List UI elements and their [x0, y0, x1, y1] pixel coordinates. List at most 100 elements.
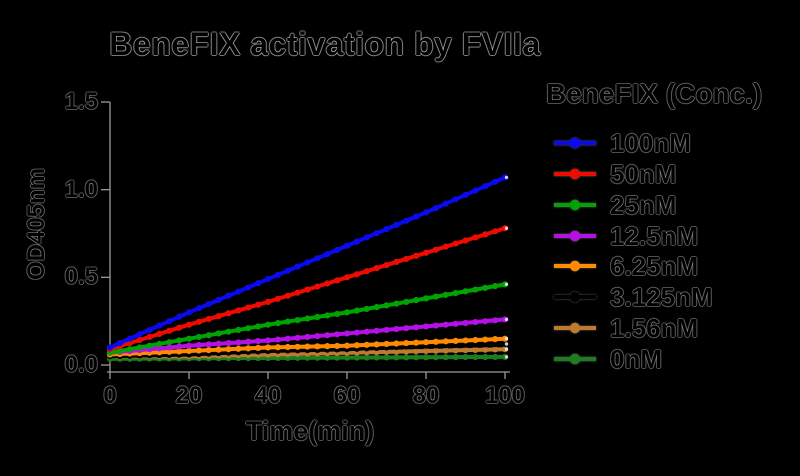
series-marker	[462, 191, 469, 199]
series-marker	[195, 333, 202, 341]
series-marker	[472, 318, 479, 326]
series-marker	[136, 336, 143, 344]
series-marker	[245, 338, 252, 345]
series-marker	[185, 321, 193, 328]
series-marker	[472, 336, 479, 344]
series-marker	[156, 322, 163, 329]
series-marker	[274, 271, 281, 279]
series-marker	[274, 344, 281, 351]
series-marker	[136, 344, 143, 351]
series-marker	[442, 354, 449, 361]
series-marker	[294, 343, 301, 350]
series-marker	[136, 331, 143, 338]
series-marker	[403, 339, 410, 347]
series-marker	[413, 297, 420, 304]
series-marker	[452, 196, 459, 203]
series-marker	[413, 252, 420, 259]
legend-title: BeneFIX (Conc.)	[546, 78, 763, 109]
series-marker	[363, 234, 370, 241]
series-marker	[403, 325, 410, 332]
series-end-highlight	[504, 226, 509, 230]
series-marker	[324, 312, 331, 319]
series-marker	[373, 304, 380, 311]
series-marker	[492, 283, 499, 290]
legend-swatch-icon	[552, 198, 598, 212]
series-marker	[264, 344, 272, 351]
series-marker	[422, 339, 430, 346]
series-marker	[383, 340, 390, 348]
series-marker	[452, 240, 459, 247]
series-marker	[334, 310, 341, 318]
series-marker	[245, 304, 252, 311]
legend-swatch-icon	[552, 259, 598, 273]
legend-label: 50nM	[610, 158, 677, 189]
series-end-highlight	[504, 282, 509, 287]
series-marker	[146, 342, 153, 349]
series-marker	[343, 330, 351, 337]
series-marker	[492, 178, 499, 185]
series-marker	[393, 300, 400, 307]
series-marker	[393, 340, 400, 347]
series-marker	[413, 339, 420, 346]
legend-item-12.5nM: 12.5nM	[552, 221, 698, 251]
series-marker	[284, 335, 291, 342]
series-marker	[334, 246, 341, 254]
series-marker	[215, 346, 222, 353]
series-marker	[185, 347, 193, 355]
series-marker	[373, 327, 380, 334]
series-marker	[215, 313, 222, 320]
series-marker	[205, 300, 212, 308]
series-marker	[185, 309, 193, 316]
series-marker	[195, 318, 202, 325]
series-marker	[492, 228, 499, 235]
series-marker	[166, 339, 173, 346]
series-marker	[482, 341, 489, 348]
series-marker	[422, 295, 430, 302]
x-tick-label: 100	[484, 382, 526, 409]
series-marker	[373, 265, 380, 272]
series-marker	[255, 344, 262, 352]
series-marker	[294, 289, 301, 296]
series-marker	[363, 354, 370, 361]
legend-item-6.25nM: 6.25nM	[552, 251, 698, 281]
x-tick-label: 80	[412, 382, 440, 409]
series-marker	[195, 347, 202, 354]
series-marker	[353, 354, 360, 361]
series-marker	[274, 320, 281, 327]
series-marker	[116, 339, 123, 347]
series-marker	[264, 337, 272, 344]
series-marker	[343, 274, 351, 281]
series-marker	[482, 231, 489, 238]
legend-swatch-icon	[552, 321, 598, 335]
series-marker	[432, 338, 439, 345]
series-marker	[403, 348, 410, 355]
series-marker	[304, 315, 311, 322]
series-end-highlight	[504, 317, 509, 322]
legend-item-1.56nM: 1.56nM	[552, 313, 698, 343]
series-marker	[324, 280, 331, 287]
series-marker	[472, 341, 479, 348]
series-marker	[472, 346, 479, 353]
series-marker	[363, 328, 370, 335]
series-marker	[264, 321, 272, 328]
series-marker	[383, 226, 390, 233]
series-marker	[304, 333, 311, 341]
series-marker	[245, 284, 252, 291]
series-marker	[422, 249, 430, 256]
series-marker	[482, 346, 489, 353]
legend-item-0nM: 0nM	[552, 344, 662, 374]
series-marker	[353, 271, 360, 278]
x-axis-label: Time(min)	[245, 416, 375, 446]
series-marker	[156, 340, 163, 348]
series-marker	[462, 288, 469, 295]
series-marker	[462, 337, 469, 344]
series-marker	[413, 354, 420, 361]
series-marker	[314, 283, 321, 290]
series-marker	[215, 330, 222, 337]
series-marker	[422, 323, 430, 330]
series-marker	[146, 326, 153, 334]
series-marker	[353, 329, 360, 336]
series-marker	[393, 354, 400, 361]
series-marker	[343, 342, 351, 349]
series-marker	[205, 332, 212, 339]
